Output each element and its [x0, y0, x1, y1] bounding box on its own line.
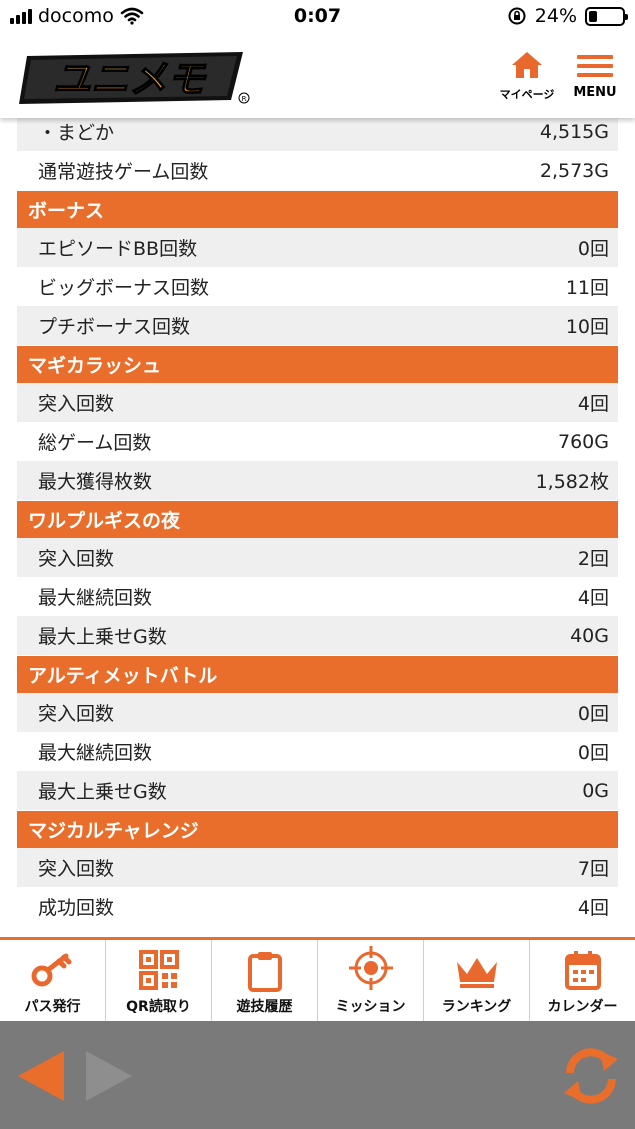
list-row: 成功回数 4回: [17, 887, 618, 926]
list-row: ビッグボーナス回数 11回: [17, 267, 618, 306]
status-bar: docomo 0:07 24%: [0, 0, 635, 36]
row-label: ビッグボーナス回数: [38, 277, 210, 299]
battery-percent: 24%: [534, 5, 577, 27]
mypage-button[interactable]: マイページ: [497, 50, 557, 106]
svg-text:R: R: [242, 95, 247, 103]
battery-icon: [585, 6, 628, 26]
row-label: 最大上乗せG数: [38, 781, 167, 803]
forward-arrow-icon[interactable]: [84, 1049, 134, 1103]
list-row: プチボーナス回数 10回: [17, 306, 618, 345]
app-header: ユニメモ R マイページ MENU: [0, 36, 635, 118]
list-row: 総ゲーム回数 760G: [17, 422, 618, 461]
row-value: 4回: [577, 393, 609, 415]
row-value: 4回: [577, 587, 609, 609]
row-value: 2,573G: [539, 159, 609, 182]
logo-text: ユニメモ: [53, 57, 207, 101]
section-header-magical-challenge: マジカルチャレンジ: [17, 810, 618, 848]
nav-ranking[interactable]: ランキング: [424, 940, 530, 1021]
row-label: ・まどか: [38, 122, 115, 144]
section-header-walpurgis: ワルプルギスの夜: [17, 500, 618, 538]
row-value: 4,515G: [539, 120, 609, 143]
nav-mission[interactable]: ミッション: [318, 940, 424, 1021]
row-label: 突入回数: [38, 858, 115, 880]
row-value: 0G: [582, 779, 609, 802]
list-row: 最大獲得枚数 1,582枚: [17, 461, 618, 500]
row-value: 0回: [577, 238, 609, 260]
row-value: 1,582枚: [535, 471, 609, 493]
list-row: 最大上乗せG数 0G: [17, 771, 618, 810]
nav-label: ミッション: [335, 999, 406, 1015]
menu-button[interactable]: MENU: [565, 50, 625, 106]
list-row: 突入回数 2回: [17, 538, 618, 577]
list-row: 突入回数 0回: [17, 693, 618, 732]
nav-calendar[interactable]: カレンダー: [530, 940, 635, 1021]
row-value: 11回: [565, 277, 609, 299]
section-header-ultimate-battle: アルティメットバトル: [17, 655, 618, 693]
wifi-icon: [120, 7, 144, 25]
nav-label: ランキング: [441, 999, 512, 1015]
row-label: 総ゲーム回数: [38, 432, 152, 454]
row-value: 2回: [577, 548, 609, 570]
row-value: 7回: [577, 858, 609, 880]
row-label: 最大上乗せG数: [38, 626, 167, 648]
list-row: 通常遊技ゲーム回数 2,573G: [17, 151, 618, 190]
home-icon: [512, 52, 542, 78]
carrier-group: docomo: [10, 5, 144, 27]
section-header-magica-rush: マギカラッシュ: [17, 345, 618, 383]
list-row: 突入回数 4回: [17, 383, 618, 422]
calendar-icon: [564, 951, 601, 990]
row-value: 0回: [577, 703, 609, 725]
list-row: 最大継続回数 0回: [17, 732, 618, 771]
nav-play-history[interactable]: 遊技履歴: [212, 940, 318, 1021]
section-header-bonus: ボーナス: [17, 190, 618, 228]
crown-icon: [456, 958, 497, 988]
nav-label: パス発行: [24, 999, 81, 1015]
mypage-label: マイページ: [499, 88, 555, 101]
target-icon: [348, 946, 393, 990]
browser-toolbar: [0, 1021, 635, 1129]
qr-code-icon: [138, 950, 179, 990]
row-label: 最大獲得枚数: [38, 471, 153, 493]
row-label: エピソードBB回数: [38, 238, 198, 260]
hamburger-icon: [565, 55, 625, 77]
menu-label: MENU: [573, 85, 617, 100]
row-label: プチボーナス回数: [38, 316, 191, 338]
row-label: 最大継続回数: [38, 742, 153, 764]
nav-label: 遊技履歴: [236, 999, 293, 1015]
row-value: 0回: [577, 742, 609, 764]
list-row: 最大継続回数 4回: [17, 577, 618, 616]
battery-group: 24%: [507, 5, 628, 27]
bottom-nav: パス発行 QR読取り 遊技履歴 ミッション: [0, 937, 635, 1021]
list-row: エピソードBB回数 0回: [17, 228, 618, 267]
back-arrow-icon[interactable]: [16, 1049, 66, 1103]
key-icon: [31, 953, 71, 987]
nav-label: カレンダー: [547, 999, 618, 1015]
nav-label: QR読取り: [126, 999, 191, 1015]
list-row: 最大上乗せG数 40G: [17, 616, 618, 655]
row-value: 760G: [558, 430, 609, 453]
list-row: 突入回数 7回: [17, 848, 618, 887]
nav-qr-reader[interactable]: QR読取り: [106, 940, 212, 1021]
row-label: 突入回数: [38, 548, 115, 570]
orientation-lock-icon: [508, 7, 526, 25]
unimemo-logo[interactable]: ユニメモ R: [17, 48, 253, 108]
row-label: 成功回数: [38, 897, 115, 919]
reload-icon[interactable]: [560, 1047, 622, 1105]
row-value: 10回: [565, 316, 609, 338]
list-row: ・まどか 4,515G: [17, 112, 618, 151]
row-label: 通常遊技ゲーム回数: [38, 161, 209, 183]
clock: 0:07: [293, 5, 342, 27]
row-label: 突入回数: [38, 703, 115, 725]
nav-pass-issue[interactable]: パス発行: [0, 940, 106, 1021]
row-label: 最大継続回数: [38, 587, 153, 609]
signal-icon: [10, 8, 32, 24]
carrier-name: docomo: [38, 5, 114, 27]
row-label: 突入回数: [38, 393, 115, 415]
row-value: 4回: [577, 897, 609, 919]
stats-list: ・まどか 4,515G 通常遊技ゲーム回数 2,573G ボーナス エピソードB…: [17, 112, 618, 926]
row-value: 40G: [570, 624, 609, 647]
clipboard-icon: [247, 952, 282, 992]
